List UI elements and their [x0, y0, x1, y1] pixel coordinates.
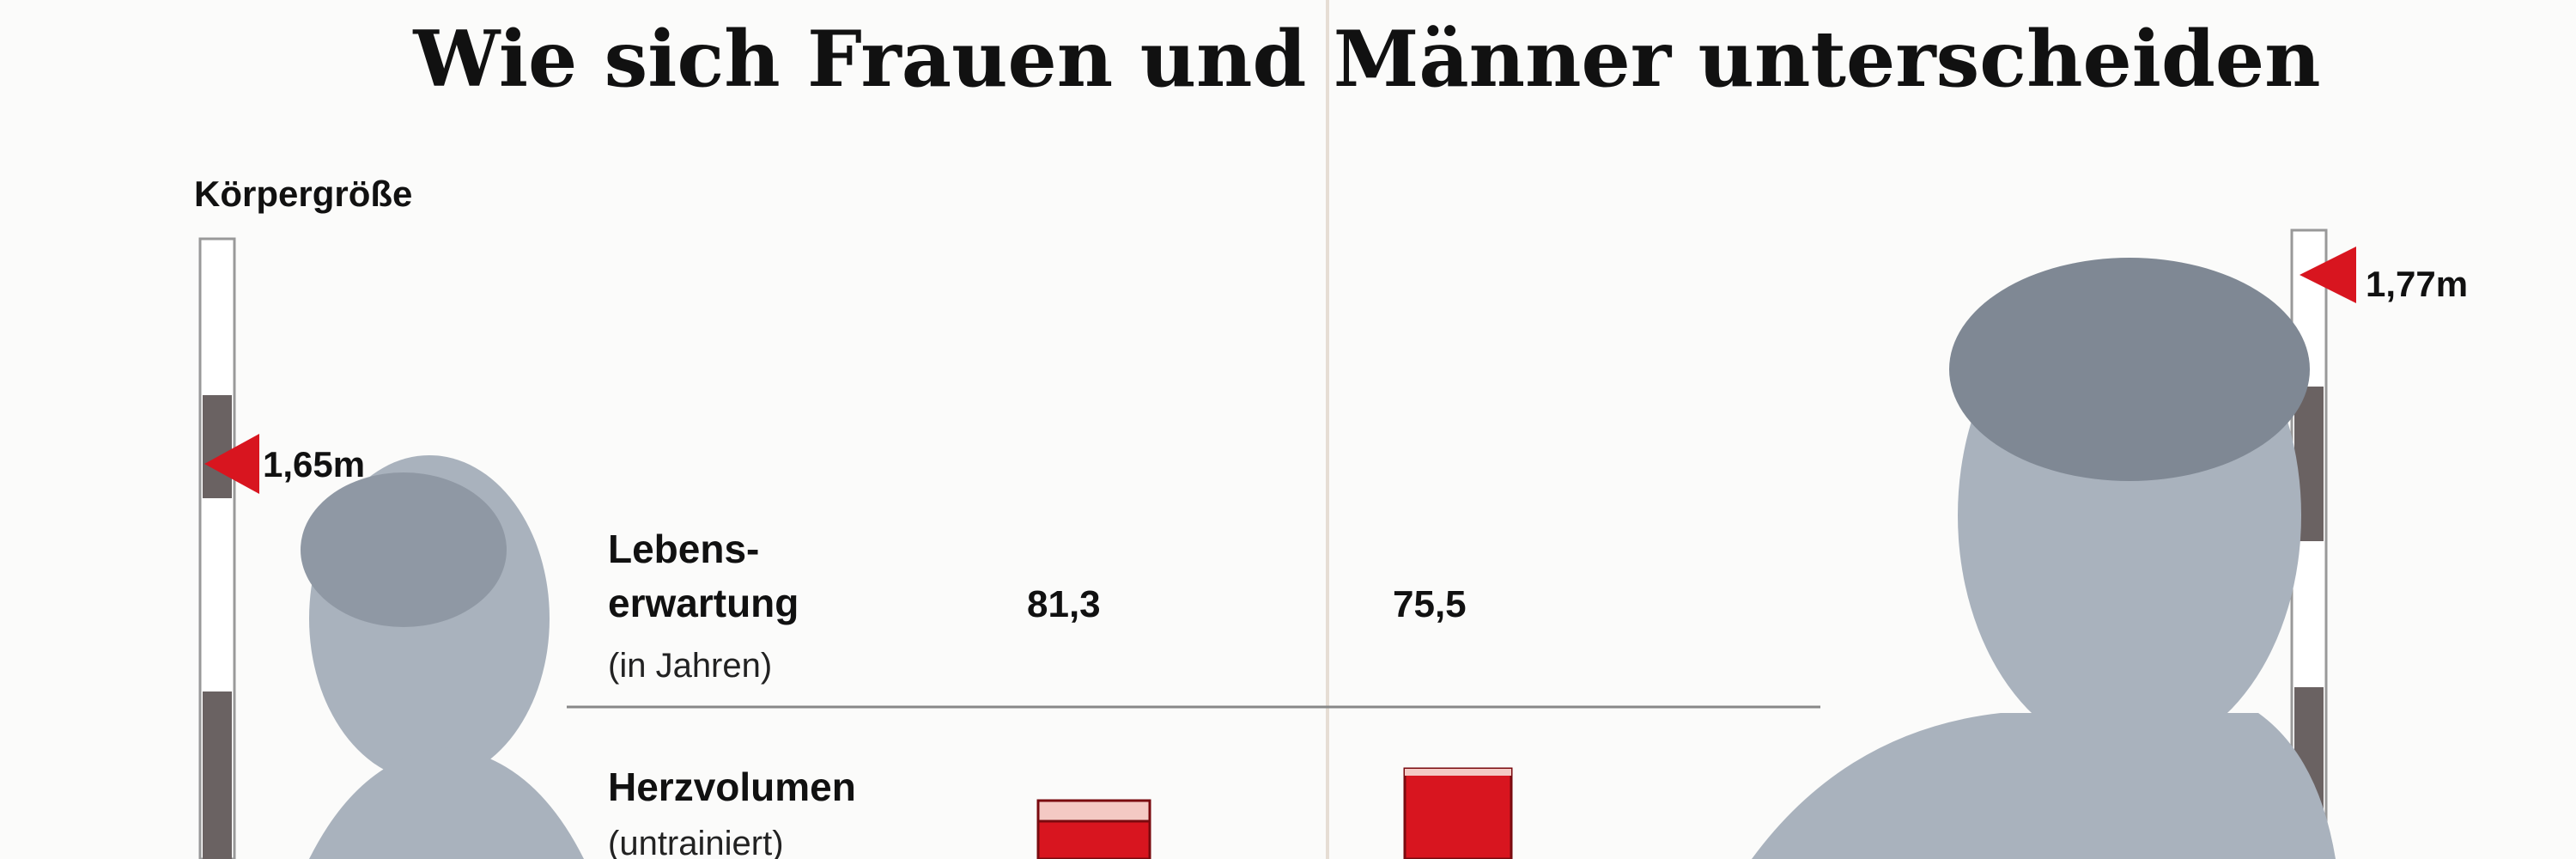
man-figure: [1752, 258, 2336, 859]
heart-icon-men: [1403, 767, 1513, 859]
heart-icon-women: [1036, 799, 1151, 859]
value-women: 81,3: [1027, 583, 1101, 625]
marker-women: [204, 434, 259, 494]
height-men: 1,77m: [2366, 264, 2468, 304]
row-label: Herzvolumen: [608, 765, 856, 809]
title: Wie sich Frauen und Männer unterscheiden: [412, 14, 2320, 105]
row-note: (untrainiert): [608, 825, 784, 859]
row-label: erwartung: [608, 581, 799, 625]
row-note: (in Jahren): [608, 647, 772, 685]
row-label: Lebens-: [608, 527, 759, 571]
value-men: 75,5: [1393, 583, 1467, 625]
ruler-left: [198, 237, 236, 859]
marker-men: [2300, 247, 2356, 303]
section-label: Körpergröße: [194, 174, 412, 214]
height-women: 1,65m: [263, 444, 365, 484]
woman-figure: [301, 455, 584, 859]
